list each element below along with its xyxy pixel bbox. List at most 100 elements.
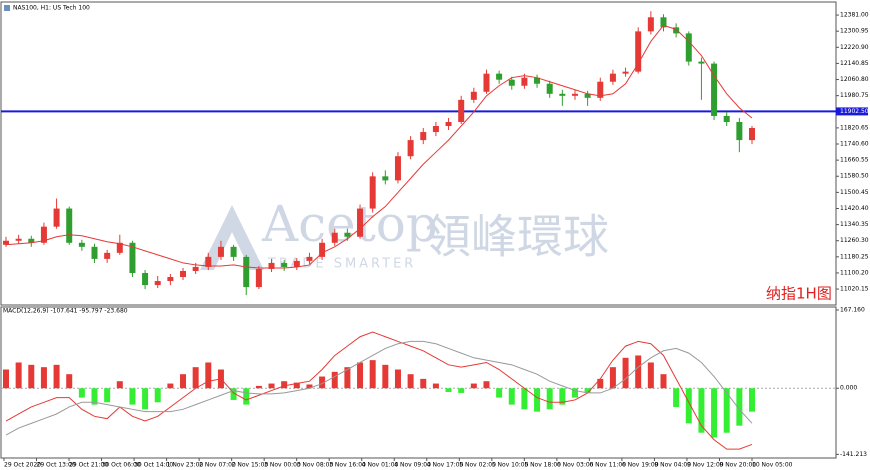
y-tick-label: -141.213: [840, 451, 867, 458]
histogram-bar: [192, 367, 199, 389]
indicator-panel: [0, 306, 837, 459]
histogram-bar: [40, 367, 47, 389]
y-tick-label: 12381.00: [840, 12, 869, 19]
candle-body: [91, 246, 98, 259]
histogram-bar: [306, 384, 313, 389]
candle-body: [281, 262, 288, 267]
y-tick-label: 11020.15: [840, 286, 869, 293]
y-tick-label: 11500.45: [840, 189, 869, 196]
macd-line: [5, 331, 753, 450]
x-tick-label: 30 Oct 14:00: [134, 462, 173, 469]
histogram-bar: [559, 388, 566, 405]
histogram-bar: [521, 388, 528, 410]
candle-body: [508, 79, 515, 86]
moving-average: [5, 24, 753, 269]
y-tick-label: 12060.80: [840, 76, 869, 83]
histogram-bar: [685, 388, 692, 424]
histogram-bar: [584, 388, 591, 393]
candle-body: [647, 17, 654, 32]
histogram-bar: [331, 371, 338, 389]
x-tick-label: 29 Oct 21:00: [69, 462, 108, 469]
histogram-bar: [369, 360, 376, 389]
x-tick-label: 4 Nov 17:00: [427, 462, 464, 469]
histogram-bar: [293, 382, 300, 389]
candle-body: [559, 93, 566, 96]
price-panel: [0, 1, 837, 306]
x-tick-label: 5 Nov 18:00: [524, 462, 561, 469]
candle-body: [711, 63, 718, 116]
candle-body: [15, 238, 22, 241]
y-tick-label: 11580.50: [840, 173, 869, 180]
histogram-bar: [243, 388, 250, 405]
histogram-bar: [319, 376, 326, 389]
histogram-bar: [28, 364, 35, 389]
candle-body: [180, 270, 187, 278]
histogram-bar: [420, 378, 427, 389]
x-tick-label: 3 Nov 08:00: [297, 462, 334, 469]
candle-body: [78, 242, 85, 247]
histogram-bar: [91, 388, 98, 405]
histogram-bar: [571, 388, 578, 398]
candle-body: [445, 121, 452, 127]
candle-body: [217, 246, 224, 257]
candle-body: [622, 71, 629, 74]
candle-body: [293, 260, 300, 267]
chart-title: NAS100, H1: US Tech 100: [13, 5, 90, 12]
candle-body: [142, 272, 149, 286]
x-tick-label: 4 Nov 09:00: [394, 462, 431, 469]
candle-body: [597, 81, 604, 98]
histogram-bar: [357, 362, 364, 389]
candle-body: [306, 256, 313, 261]
candle-body: [129, 242, 136, 273]
y-tick-label: 11660.55: [840, 157, 869, 164]
candle-body: [255, 268, 262, 288]
x-tick-label: 6 Nov 19:00: [622, 462, 659, 469]
y-tick-label: 167.160: [840, 306, 865, 313]
histogram-bar: [154, 388, 161, 403]
x-tick-label: 3 Nov 16:00: [329, 462, 366, 469]
candle-body: [205, 256, 212, 267]
candle-body: [331, 232, 338, 243]
y-tick-label: 12140.85: [840, 60, 869, 67]
histogram-bar: [268, 383, 275, 389]
y-tick-label: 11820.65: [840, 124, 869, 131]
x-tick-label: 2 Nov 07:00: [199, 462, 236, 469]
histogram-bar: [66, 374, 73, 389]
histogram-bar: [711, 388, 718, 438]
x-tick-label: 9 Nov 12:00: [687, 462, 724, 469]
watermark-tagline: TRADE SMARTER: [267, 257, 416, 272]
histogram-bar: [698, 388, 705, 433]
level-label-box: [836, 107, 868, 116]
histogram-bar: [281, 381, 288, 389]
candle-body: [736, 121, 743, 141]
y-tick-label: 11340.35: [840, 221, 869, 228]
candle-body: [40, 226, 47, 243]
histogram-bar: [344, 367, 351, 389]
candle-body: [698, 61, 705, 64]
y-tick-label: 11100.20: [840, 269, 869, 276]
x-tick-label: 10 Nov 05:00: [752, 462, 793, 469]
histogram-bar: [749, 388, 755, 412]
histogram-bar: [635, 355, 642, 389]
x-tick-label: 9 Nov 20:00: [719, 462, 756, 469]
candle-body: [432, 126, 439, 133]
candle-body: [660, 17, 667, 28]
histogram-bar: [78, 388, 85, 398]
candle-body: [635, 31, 642, 72]
histogram-bar: [597, 378, 604, 389]
watermark-brand: Acetop: [261, 195, 438, 253]
candle-body: [723, 115, 730, 122]
candle-body: [192, 266, 199, 271]
histogram-bar: [496, 388, 503, 398]
y-tick-label: 11420.40: [840, 205, 869, 212]
candle-body: [28, 238, 35, 243]
candle-body: [546, 83, 553, 94]
candle-body: [685, 33, 692, 62]
watermark: Acetop 領峰環球 TRADE SMARTER: [200, 195, 609, 272]
histogram-bar: [483, 381, 490, 389]
candle-body: [344, 232, 351, 237]
candle-body: [167, 277, 174, 282]
candle-body: [53, 208, 60, 227]
candle-body: [394, 156, 401, 181]
histogram-bar: [609, 367, 616, 389]
